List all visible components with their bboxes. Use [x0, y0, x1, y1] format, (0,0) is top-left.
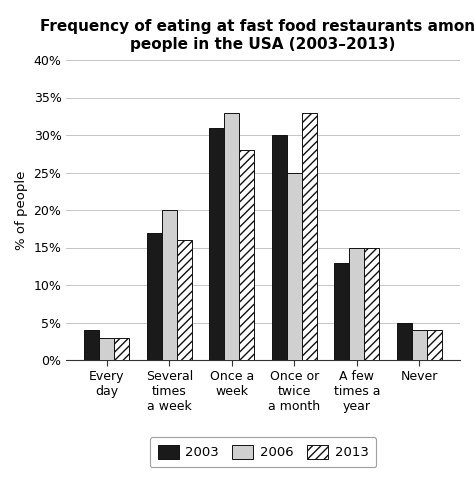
Bar — [239, 150, 255, 360]
Legend: 2003, 2006, 2013: 2003, 2006, 2013 — [150, 438, 376, 468]
Bar — [287, 172, 302, 360]
Bar — [162, 210, 177, 360]
Bar — [99, 338, 114, 360]
Bar — [210, 128, 224, 360]
Bar — [177, 240, 192, 360]
Bar — [412, 330, 427, 360]
Bar — [365, 248, 379, 360]
Bar — [427, 330, 442, 360]
Y-axis label: % of people: % of people — [15, 170, 28, 250]
Bar — [397, 322, 412, 360]
Title: Frequency of eating at fast food restaurants among
people in the USA (2003–2013): Frequency of eating at fast food restaur… — [40, 20, 474, 52]
Bar — [302, 112, 317, 360]
Bar — [334, 262, 349, 360]
Bar — [84, 330, 99, 360]
Bar — [349, 248, 365, 360]
Bar — [272, 135, 287, 360]
Bar — [147, 232, 162, 360]
Bar — [224, 112, 239, 360]
Bar — [114, 338, 129, 360]
